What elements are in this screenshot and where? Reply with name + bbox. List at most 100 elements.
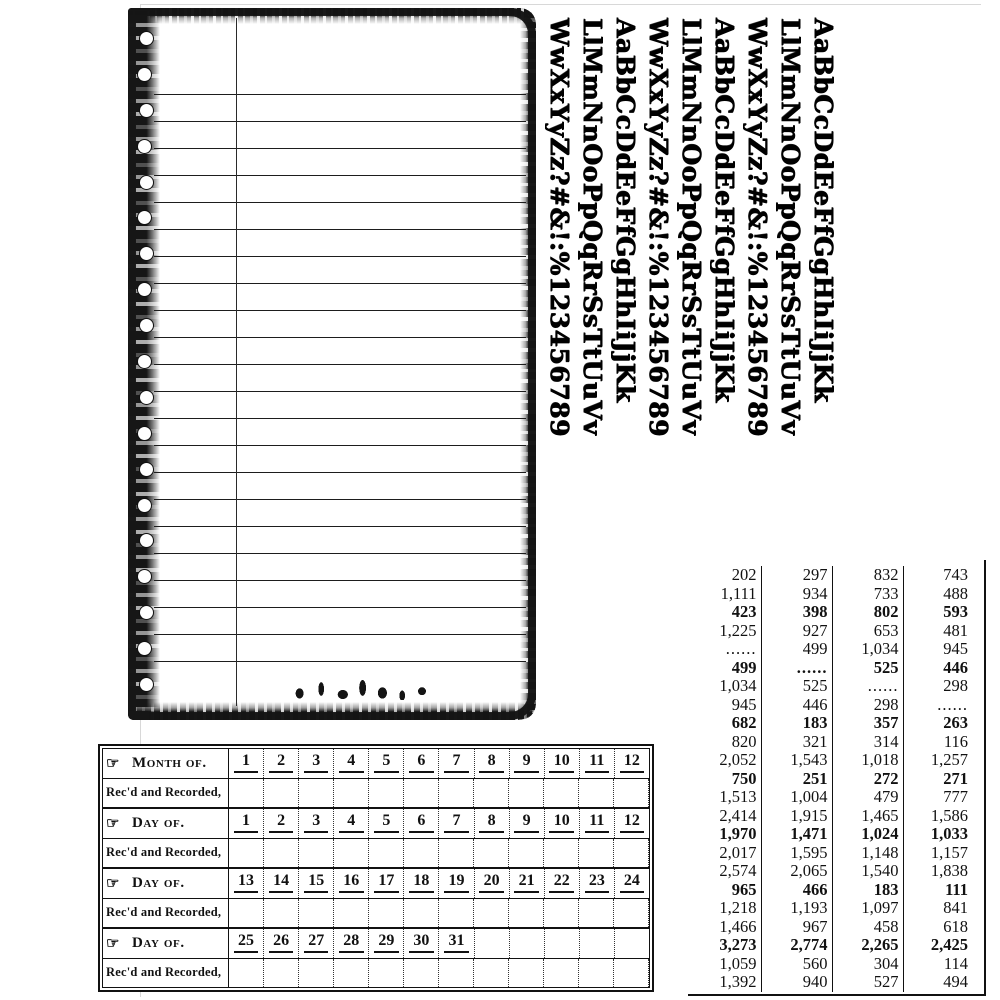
- ledger-date-cell[interactable]: 6: [404, 809, 440, 838]
- ledger-write-in-cell[interactable]: [404, 778, 439, 807]
- ledger-date-cell[interactable]: 31: [439, 929, 475, 958]
- ledger-date-cell[interactable]: 11: [580, 749, 615, 778]
- ledger-date-cell[interactable]: 7: [439, 749, 475, 778]
- ledger-write-in-cell[interactable]: [264, 898, 299, 927]
- ledger-date-cell[interactable]: 7: [439, 809, 475, 838]
- ledger-cell-value: 23: [588, 872, 605, 890]
- ledger-write-in-cell[interactable]: [579, 958, 614, 987]
- ledger-date-cell[interactable]: 22: [545, 869, 580, 898]
- ledger-write-in-cell[interactable]: [509, 838, 544, 867]
- ledger-write-in-cell[interactable]: [404, 958, 439, 987]
- ledger-write-in-cell[interactable]: [509, 958, 544, 987]
- ledger-date-cell[interactable]: 16: [334, 869, 370, 898]
- ledger-write-in-cell[interactable]: [439, 958, 474, 987]
- ledger-write-in-cell[interactable]: [369, 838, 404, 867]
- ledger-write-in-cell[interactable]: [264, 778, 299, 807]
- ledger-write-in-cell[interactable]: [579, 838, 614, 867]
- ledger-date-cell[interactable]: 13: [229, 869, 265, 898]
- ledger-write-in-cell[interactable]: [614, 778, 649, 807]
- ledger-date-cell[interactable]: 19: [439, 869, 475, 898]
- ledger-write-in-cell[interactable]: [439, 898, 474, 927]
- ledger-date-cell[interactable]: 5: [369, 749, 405, 778]
- ledger-write-in-cell[interactable]: [334, 838, 369, 867]
- ledger-write-in-cell[interactable]: [544, 778, 579, 807]
- ledger-write-in-cell[interactable]: [229, 778, 264, 807]
- ruled-line: [154, 553, 526, 555]
- ledger-write-in-cell[interactable]: [579, 898, 614, 927]
- ledger-date-cell[interactable]: 25: [229, 929, 265, 958]
- ledger-date-cell[interactable]: 1: [229, 749, 265, 778]
- ledger-date-cell[interactable]: 24: [615, 869, 649, 898]
- ledger-write-in-cell[interactable]: [404, 898, 439, 927]
- ledger-date-cell[interactable]: 8: [475, 809, 510, 838]
- ledger-write-in-cell[interactable]: [544, 898, 579, 927]
- ledger-write-in-cell[interactable]: [334, 898, 369, 927]
- ledger-date-cell[interactable]: [580, 929, 615, 958]
- ledger-date-cell[interactable]: 8: [475, 749, 510, 778]
- ledger-date-cell[interactable]: 11: [580, 809, 615, 838]
- ledger-date-cell[interactable]: 27: [299, 929, 335, 958]
- ledger-date-cell[interactable]: [545, 929, 580, 958]
- ledger-date-cell[interactable]: 10: [545, 809, 580, 838]
- ledger-date-cell[interactable]: 5: [369, 809, 405, 838]
- ledger-date-cell[interactable]: 26: [264, 929, 300, 958]
- ledger-write-in-cell[interactable]: [264, 958, 299, 987]
- ledger-write-in-cell[interactable]: [299, 898, 334, 927]
- ledger-date-cell[interactable]: 23: [580, 869, 615, 898]
- ledger-write-in-cell[interactable]: [369, 958, 404, 987]
- ledger-date-cell[interactable]: 14: [264, 869, 300, 898]
- ledger-write-in-cell[interactable]: [404, 838, 439, 867]
- ledger-write-in-cell[interactable]: [439, 838, 474, 867]
- ledger-write-in-cell[interactable]: [614, 958, 649, 987]
- ledger-date-cell[interactable]: 28: [334, 929, 370, 958]
- ledger-date-cell[interactable]: [510, 929, 545, 958]
- ledger-write-in-cell[interactable]: [299, 958, 334, 987]
- ledger-date-cell[interactable]: 17: [369, 869, 405, 898]
- ledger-write-in-cell[interactable]: [229, 838, 264, 867]
- ledger-write-in-cell[interactable]: [474, 898, 509, 927]
- ledger-date-cell[interactable]: 12: [615, 749, 649, 778]
- ledger-write-in-cell[interactable]: [614, 898, 649, 927]
- ledger-write-in-cell[interactable]: [614, 838, 649, 867]
- ledger-write-in-cell[interactable]: [299, 838, 334, 867]
- ledger-date-cell[interactable]: 4: [334, 749, 370, 778]
- ledger-date-cell[interactable]: 2: [264, 809, 300, 838]
- ledger-date-cell[interactable]: 2: [264, 749, 300, 778]
- ledger-write-in-cell[interactable]: [544, 958, 579, 987]
- ledger-date-cell[interactable]: [475, 929, 510, 958]
- ledger-date-cell[interactable]: 21: [510, 869, 545, 898]
- ledger-write-in-cell[interactable]: [474, 958, 509, 987]
- ledger-write-in-cell[interactable]: [509, 778, 544, 807]
- ledger-write-in-cell[interactable]: [369, 898, 404, 927]
- ledger-write-in-cell[interactable]: [229, 898, 264, 927]
- ledger-write-in-cell[interactable]: [509, 898, 544, 927]
- ledger-date-cell[interactable]: 9: [510, 809, 545, 838]
- ledger-write-in-cell[interactable]: [369, 778, 404, 807]
- ledger-date-cell[interactable]: 10: [545, 749, 580, 778]
- ledger-write-in-cell[interactable]: [229, 958, 264, 987]
- ledger-date-cell[interactable]: 3: [299, 809, 335, 838]
- ledger-write-in-cell[interactable]: [439, 778, 474, 807]
- ledger-date-cell[interactable]: 3: [299, 749, 335, 778]
- ledger-write-in-cell[interactable]: [544, 838, 579, 867]
- ledger-write-in-cell[interactable]: [579, 778, 614, 807]
- ledger-cell-value: 29: [378, 932, 395, 950]
- ledger-date-cell[interactable]: 1: [229, 809, 265, 838]
- ledger-date-cell[interactable]: [615, 929, 649, 958]
- ledger-date-cell[interactable]: 9: [510, 749, 545, 778]
- ledger-date-cell[interactable]: 18: [404, 869, 440, 898]
- ledger-date-cell[interactable]: 15: [299, 869, 335, 898]
- ledger-write-in-cell[interactable]: [474, 838, 509, 867]
- ledger-date-cell[interactable]: 6: [404, 749, 440, 778]
- ledger-date-cell[interactable]: 20: [475, 869, 510, 898]
- ledger-write-in-cell[interactable]: [334, 958, 369, 987]
- number-cell: 1,392: [690, 973, 762, 992]
- ledger-date-cell[interactable]: 4: [334, 809, 370, 838]
- ledger-date-cell[interactable]: 29: [369, 929, 405, 958]
- ledger-write-in-cell[interactable]: [299, 778, 334, 807]
- ledger-write-in-cell[interactable]: [334, 778, 369, 807]
- ledger-date-cell[interactable]: 12: [615, 809, 649, 838]
- ledger-write-in-cell[interactable]: [474, 778, 509, 807]
- ledger-date-cell[interactable]: 30: [404, 929, 440, 958]
- ledger-write-in-cell[interactable]: [264, 838, 299, 867]
